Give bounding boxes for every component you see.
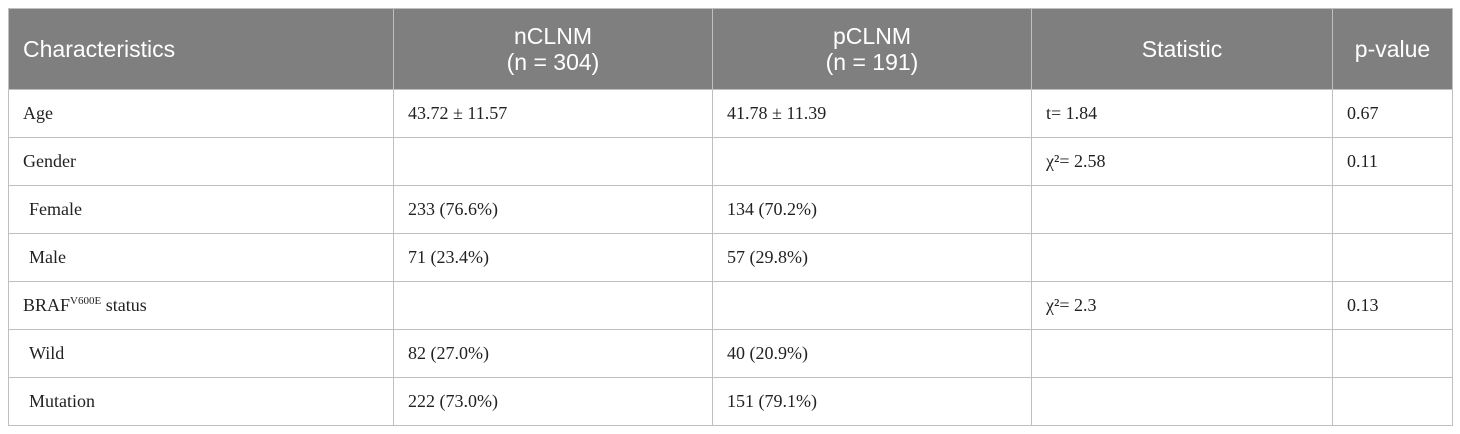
superscript: V600E [70,295,102,307]
data-table: Characteristics nCLNM (n = 304) pCLNM (n =… [8,8,1453,426]
cell [393,137,713,186]
cell: 40 (20.9%) [712,329,1032,378]
cell: χ²= 2.3 [1031,281,1333,330]
header-line: pCLNM [833,23,911,49]
cell: Female [8,185,394,234]
header-row: Characteristics nCLNM (n = 304) pCLNM (n =… [8,8,1453,90]
cell: Gender [8,137,394,186]
cell: 0.13 [1332,281,1453,330]
row: BRAFV600E status χ²= 2.3 0.13 [8,281,1453,330]
header-line: (n = 304) [506,49,600,75]
cell [712,137,1032,186]
cell [1332,377,1453,426]
cell: 41.78 ± 11.39 [712,89,1032,138]
cell: 134 (70.2%) [712,185,1032,234]
header-line: nCLNM [514,23,592,49]
row: Mutation 222 (73.0%) 151 (79.1%) [8,377,1453,426]
cell: Male [8,233,394,282]
cell: 82 (27.0%) [393,329,713,378]
cell [1031,233,1333,282]
cell: 43.72 ± 11.57 [393,89,713,138]
row: Male 71 (23.4%) 57 (29.8%) [8,233,1453,282]
cell-text: status [101,295,147,315]
cell: 0.67 [1332,89,1453,138]
header-cell: Characteristics [8,8,394,90]
header-cell: nCLNM (n = 304) [393,8,713,90]
cell [393,281,713,330]
row: Wild 82 (27.0%) 40 (20.9%) [8,329,1453,378]
header-cell: pCLNM (n = 191) [712,8,1032,90]
cell: 57 (29.8%) [712,233,1032,282]
cell: 233 (76.6%) [393,185,713,234]
row: Female 233 (76.6%) 134 (70.2%) [8,185,1453,234]
row: Gender χ²= 2.58 0.11 [8,137,1453,186]
cell: Mutation [8,377,394,426]
header-cell: Statistic [1031,8,1333,90]
cell: Wild [8,329,394,378]
cell: χ²= 2.58 [1031,137,1333,186]
cell [1332,233,1453,282]
header-line: (n = 191) [825,49,919,75]
cell [1031,185,1333,234]
cell [1332,329,1453,378]
cell: 151 (79.1%) [712,377,1032,426]
cell [1332,185,1453,234]
header-cell: p-value [1332,8,1453,90]
cell [712,281,1032,330]
cell: t= 1.84 [1031,89,1333,138]
cell [1031,377,1333,426]
cell: BRAFV600E status [8,281,394,330]
cell: 222 (73.0%) [393,377,713,426]
cell-text: BRAF [23,295,71,315]
cell: Age [8,89,394,138]
cell: 0.11 [1332,137,1453,186]
cell: 71 (23.4%) [393,233,713,282]
cell [1031,329,1333,378]
row: Age 43.72 ± 11.57 41.78 ± 11.39 t= 1.84 … [8,89,1453,138]
